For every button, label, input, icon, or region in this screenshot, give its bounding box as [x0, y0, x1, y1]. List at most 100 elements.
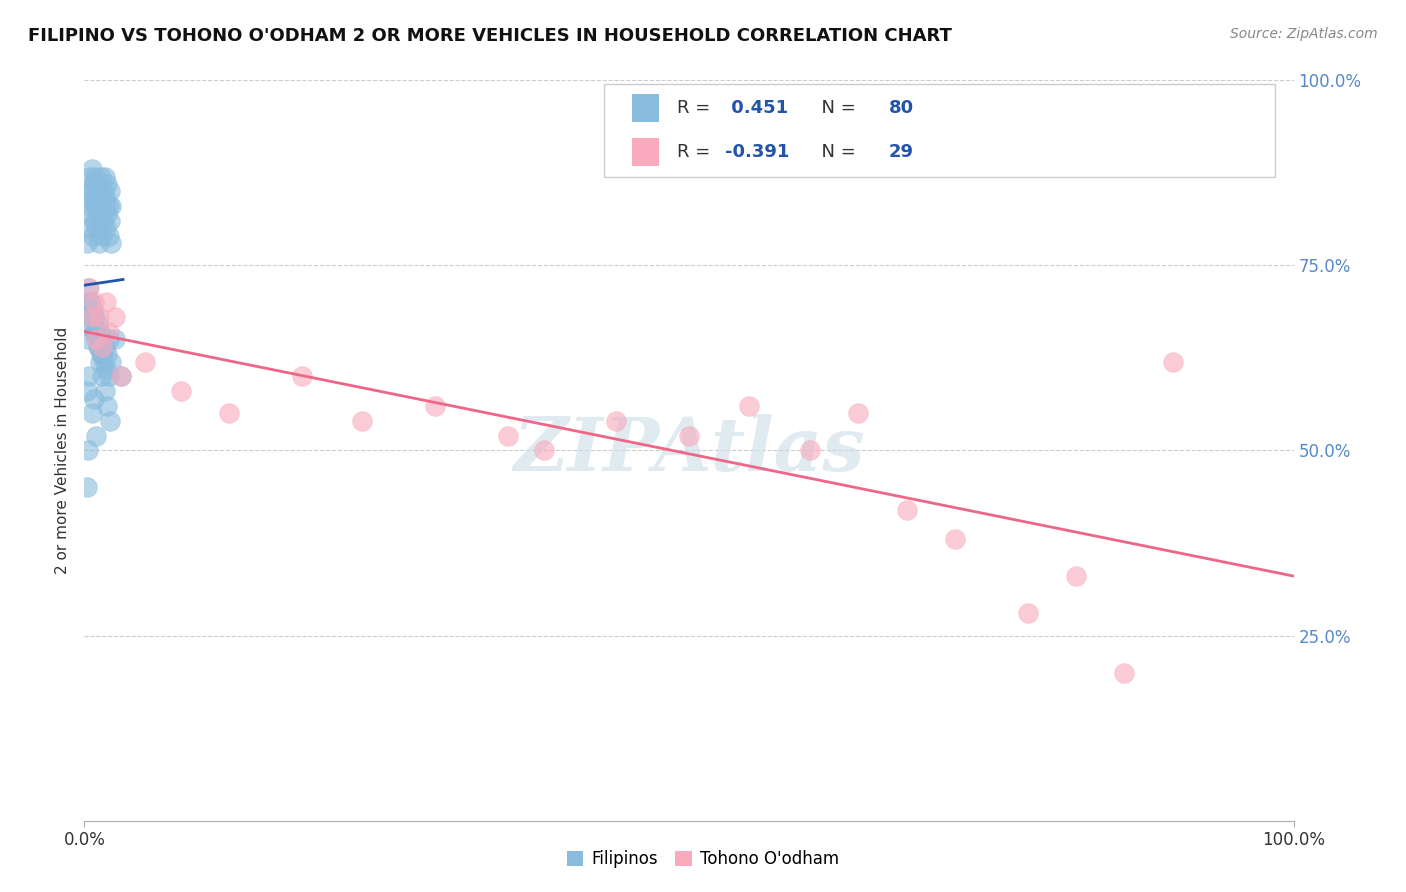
Text: 29: 29	[889, 143, 914, 161]
Point	[82, 177, 104, 191]
Point	[110, 369, 132, 384]
Point	[93, 354, 115, 368]
Point	[943, 533, 966, 547]
Point	[97, 228, 120, 243]
Point	[86, 177, 108, 191]
Point	[79, 295, 101, 310]
Point	[87, 340, 110, 354]
Point	[77, 184, 100, 198]
Point	[100, 236, 122, 251]
Point	[1017, 607, 1039, 621]
Text: FILIPINO VS TOHONO O'ODHAM 2 OR MORE VEHICLES IN HOUSEHOLD CORRELATION CHART: FILIPINO VS TOHONO O'ODHAM 2 OR MORE VEH…	[28, 27, 952, 45]
Point	[104, 310, 127, 325]
Point	[86, 340, 108, 354]
Point	[86, 428, 108, 442]
Point	[83, 295, 105, 310]
Point	[80, 162, 103, 177]
Text: 0.451: 0.451	[725, 99, 789, 117]
Point	[86, 206, 108, 220]
Point	[91, 347, 114, 361]
Point	[82, 302, 104, 317]
Point	[170, 384, 193, 399]
Text: R =: R =	[676, 143, 716, 161]
Point	[89, 221, 111, 235]
Point	[84, 169, 107, 184]
Point	[97, 199, 120, 213]
Point	[98, 184, 121, 198]
Point	[94, 384, 117, 399]
Point	[82, 228, 104, 243]
FancyBboxPatch shape	[633, 138, 659, 166]
Point	[80, 192, 103, 206]
Point	[94, 362, 117, 376]
Point	[83, 214, 105, 228]
Point	[89, 325, 111, 339]
Point	[93, 184, 115, 198]
Text: Source: ZipAtlas.com: Source: ZipAtlas.com	[1230, 27, 1378, 41]
Point	[218, 407, 240, 421]
Point	[96, 206, 118, 220]
Point	[82, 310, 104, 325]
FancyBboxPatch shape	[605, 84, 1275, 177]
Point	[86, 332, 108, 346]
Point	[77, 221, 100, 235]
Point	[87, 310, 110, 325]
Point	[96, 347, 118, 361]
Point	[94, 221, 117, 235]
Point	[98, 214, 121, 228]
Point	[77, 310, 100, 325]
Point	[91, 332, 114, 346]
Point	[89, 354, 111, 368]
Point	[97, 332, 120, 346]
Point	[80, 407, 103, 421]
Point	[89, 192, 111, 206]
Point	[94, 295, 117, 310]
Point	[84, 325, 107, 339]
Point	[678, 428, 700, 442]
Point	[91, 340, 114, 354]
Point	[96, 177, 118, 191]
Point	[79, 199, 101, 213]
Point	[84, 199, 107, 213]
Y-axis label: 2 or more Vehicles in Household: 2 or more Vehicles in Household	[55, 326, 70, 574]
Point	[94, 340, 117, 354]
Point	[90, 169, 112, 184]
Point	[80, 318, 103, 332]
Point	[100, 354, 122, 368]
Point	[83, 392, 105, 406]
Point	[83, 325, 105, 339]
Point	[77, 369, 100, 384]
Point	[799, 443, 821, 458]
Point	[91, 192, 114, 206]
Point	[86, 192, 108, 206]
Point	[90, 206, 112, 220]
Point	[80, 310, 103, 325]
Point	[91, 228, 114, 243]
FancyBboxPatch shape	[633, 94, 659, 121]
Point	[90, 347, 112, 361]
Legend: Filipinos, Tohono O'odham: Filipinos, Tohono O'odham	[560, 844, 846, 875]
Point	[1114, 665, 1136, 680]
Point	[77, 206, 100, 220]
Point	[76, 384, 98, 399]
Point	[423, 399, 446, 413]
Point	[896, 502, 918, 516]
Point	[291, 369, 314, 384]
Text: 80: 80	[889, 99, 914, 117]
Point	[94, 199, 117, 213]
Point	[94, 169, 117, 184]
Point	[96, 399, 118, 413]
Point	[94, 192, 117, 206]
Point	[86, 221, 108, 235]
Text: ZIPAtlas: ZIPAtlas	[513, 414, 865, 487]
Point	[104, 332, 127, 346]
Point	[533, 443, 555, 458]
Point	[496, 428, 519, 442]
Point	[97, 325, 120, 339]
Point	[76, 236, 98, 251]
Point	[738, 399, 761, 413]
Point	[846, 407, 869, 421]
Point	[97, 369, 120, 384]
Point	[79, 169, 101, 184]
Point	[110, 369, 132, 384]
